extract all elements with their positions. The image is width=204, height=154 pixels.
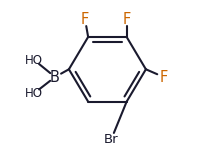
Text: B: B <box>50 69 60 85</box>
Text: Br: Br <box>104 133 119 146</box>
Text: HO: HO <box>25 54 43 67</box>
Text: F: F <box>123 12 131 27</box>
Text: F: F <box>81 12 89 27</box>
Text: F: F <box>160 69 168 85</box>
Text: HO: HO <box>25 87 43 100</box>
